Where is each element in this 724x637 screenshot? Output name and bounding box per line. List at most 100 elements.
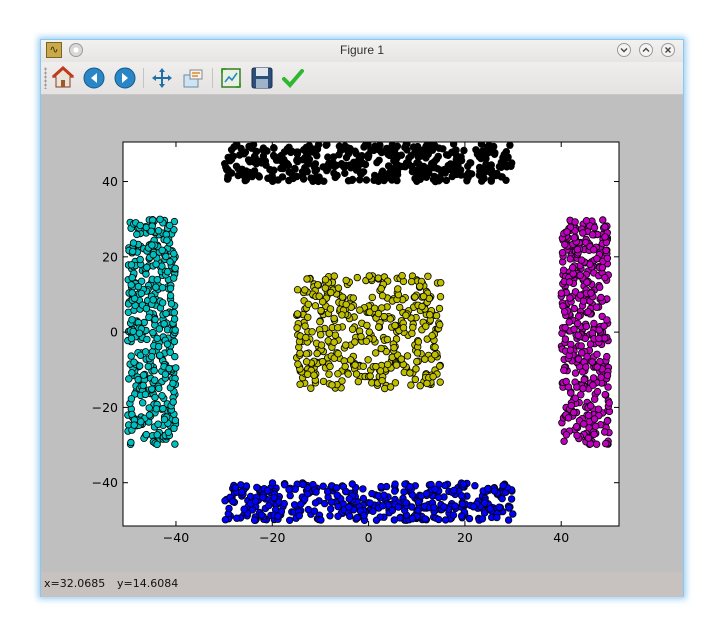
scatter-point: [565, 278, 574, 286]
scatter-point: [380, 491, 388, 499]
scatter-point: [450, 162, 458, 170]
scatter-point: [596, 283, 604, 291]
scatter-point: [573, 383, 581, 391]
save-button[interactable]: [250, 66, 274, 90]
scatter-point: [134, 375, 142, 384]
scatter-point: [338, 377, 346, 385]
scatter-point: [465, 514, 474, 523]
scatter-point: [153, 440, 161, 449]
scatter-point: [298, 168, 307, 176]
scatter-point: [441, 516, 450, 524]
scatter-point: [171, 326, 179, 334]
scatter-point: [352, 166, 361, 174]
scatter-point: [135, 329, 144, 337]
forward-button[interactable]: [113, 66, 137, 90]
pin-icon[interactable]: [69, 43, 83, 57]
scatter-point: [595, 326, 603, 334]
scatter-point: [351, 338, 359, 346]
scatter-point: [561, 323, 569, 332]
zoom-button[interactable]: [181, 66, 205, 90]
close-button[interactable]: [661, 43, 675, 57]
scatter-point: [566, 294, 574, 302]
scatter-point: [315, 292, 323, 300]
toolbar-grip[interactable]: [44, 67, 47, 89]
scatter-point: [394, 285, 402, 293]
back-button[interactable]: [82, 66, 106, 90]
scatter-point: [342, 153, 351, 162]
minimize-button[interactable]: [617, 43, 631, 57]
scatter-point: [127, 352, 135, 360]
scatter-point: [408, 491, 417, 499]
scatter-point: [269, 151, 278, 160]
scatter-point: [362, 176, 371, 184]
scatter-point: [403, 352, 412, 360]
scatter-point: [575, 312, 583, 320]
scatter-point: [162, 309, 170, 318]
scatter-point: [477, 142, 486, 148]
scatter-point: [449, 142, 458, 148]
scatter-point: [156, 351, 164, 359]
scatter-point: [426, 311, 434, 319]
scatter-point: [351, 361, 359, 369]
scatter-point: [262, 161, 270, 169]
scatter-point: [500, 150, 508, 159]
scatter-point: [251, 497, 260, 505]
scatter-point: [355, 155, 363, 163]
scatter-point: [333, 484, 341, 492]
scatter-point: [166, 291, 175, 300]
scatter-point: [317, 341, 326, 349]
scatter-point: [416, 175, 424, 183]
scatter-point: [559, 266, 568, 274]
scatter-point: [166, 348, 174, 356]
edit-parameters-button[interactable]: [281, 66, 305, 90]
scatter-point: [149, 328, 157, 337]
title-bar[interactable]: ∿ Figure 1: [41, 40, 683, 62]
scatter-point: [436, 320, 444, 329]
scatter-point: [569, 263, 577, 272]
scatter-point: [147, 227, 155, 235]
scatter-point: [169, 274, 178, 282]
scatter-point: [431, 343, 439, 351]
x-tick-label: −40: [163, 530, 189, 545]
subplots-button[interactable]: [219, 66, 243, 90]
scatter-point: [435, 144, 443, 152]
scatter-point: [383, 335, 392, 344]
scatter-point: [311, 302, 320, 310]
scatter-point: [230, 143, 238, 151]
scatter-points-group: [124, 142, 614, 524]
scatter-point: [595, 334, 603, 343]
scatter-point: [378, 291, 387, 300]
scatter-point: [301, 286, 309, 294]
scatter-point: [588, 231, 597, 239]
scatter-point: [602, 439, 610, 448]
scatter-point: [348, 176, 356, 184]
scatter-point: [158, 283, 167, 292]
scatter-point: [169, 398, 177, 406]
scatter-point: [571, 394, 579, 402]
scatter-point: [407, 277, 416, 286]
scatter-point: [419, 292, 428, 301]
home-button[interactable]: [51, 65, 75, 90]
scatter-point: [377, 344, 385, 353]
scatter-point: [565, 318, 573, 326]
pan-button[interactable]: [150, 66, 174, 90]
scatter-point: [560, 437, 568, 445]
scatter-plot[interactable]: −40 −20 0 20 40 −40 −20 0 20 40: [41, 95, 683, 572]
scatter-point: [315, 173, 323, 181]
scatter-point: [572, 422, 581, 431]
scatter-point: [155, 325, 163, 333]
scatter-point: [366, 308, 374, 316]
scatter-point: [416, 282, 424, 290]
scatter-point: [143, 335, 151, 344]
scatter-point: [244, 156, 253, 164]
scatter-point: [141, 348, 150, 356]
scatter-point: [334, 370, 342, 378]
scatter-point: [600, 322, 608, 330]
figure-canvas[interactable]: −40 −20 0 20 40 −40 −20 0 20 40: [41, 95, 683, 572]
maximize-button[interactable]: [639, 43, 653, 57]
scatter-point: [564, 414, 573, 422]
scatter-point: [134, 282, 143, 291]
scatter-point: [310, 507, 319, 515]
scatter-point: [589, 374, 598, 382]
matplotlib-app-icon[interactable]: ∿: [46, 42, 62, 58]
